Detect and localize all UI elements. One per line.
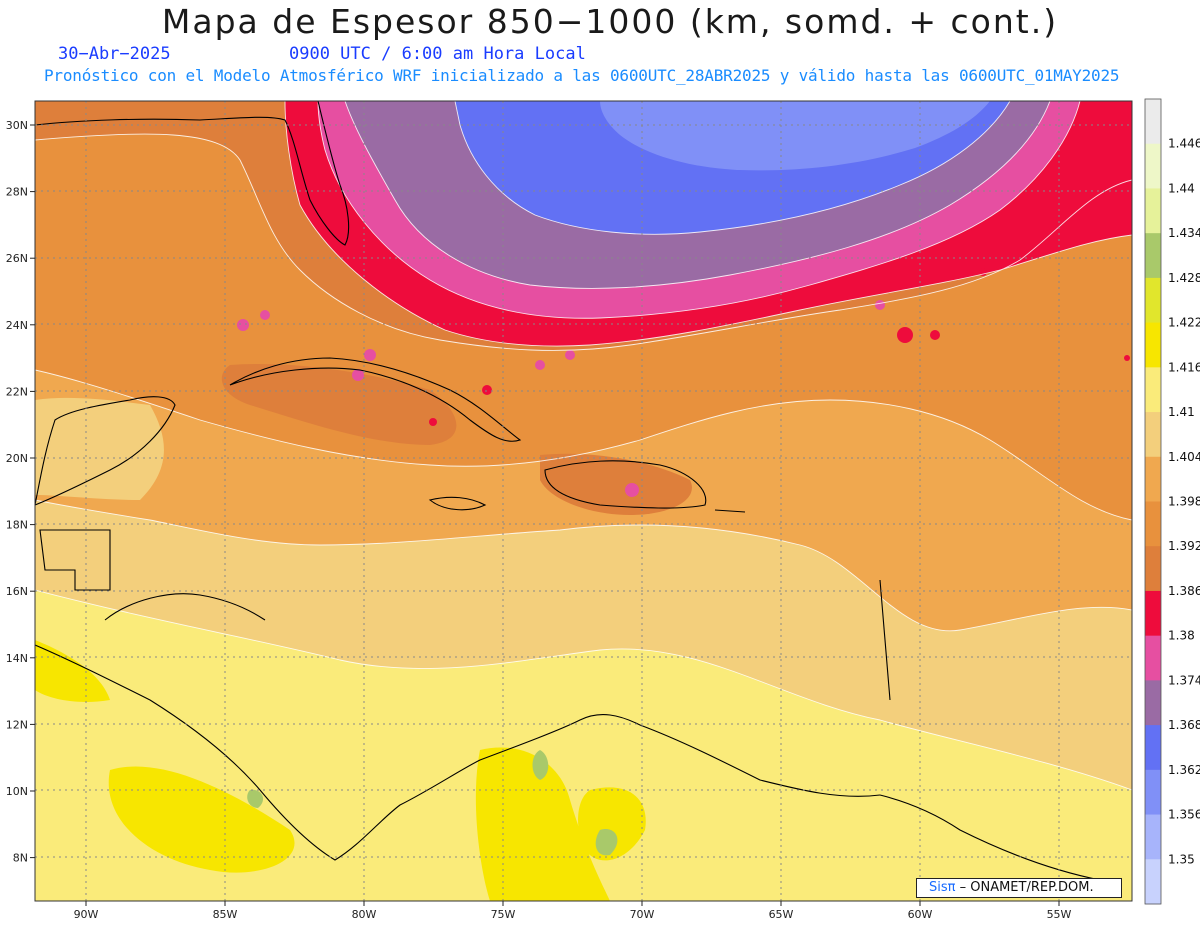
colorbar-label: 1.416	[1168, 360, 1200, 374]
field-1416-venezuela	[578, 787, 646, 861]
credit-box: Sisπ – ONAMET/REP.DOM.	[916, 878, 1122, 898]
cell-14	[565, 350, 575, 360]
contour-lines	[35, 101, 1132, 791]
colorbar-swatch	[1145, 590, 1161, 637]
colorbar-label: 1.374	[1168, 673, 1200, 687]
cell-1	[237, 319, 249, 331]
colorbar-label: 1.404	[1168, 450, 1200, 464]
colorbar-label: 1.392	[1168, 539, 1200, 553]
lon-label: 55W	[1047, 908, 1072, 921]
cell-6	[429, 418, 437, 426]
grid-lines	[35, 101, 1132, 901]
lon-label: 60W	[908, 908, 933, 921]
colorbar-swatch	[1145, 814, 1161, 860]
lon-label: 75W	[491, 908, 516, 921]
cell-2	[260, 310, 270, 320]
lat-label: 20N	[6, 452, 28, 465]
colorbar-label: 1.362	[1168, 763, 1200, 777]
lat-label: 14N	[6, 652, 28, 665]
lon-label: 80W	[352, 908, 377, 921]
cell-5	[482, 385, 492, 395]
coastlines	[35, 101, 1101, 881]
map-fill-layer	[35, 101, 1132, 901]
lat-label: 24N	[6, 319, 28, 332]
colorbar-label: 1.398	[1168, 495, 1200, 509]
lat-label: 12N	[6, 718, 28, 731]
map-title: Mapa de Espesor 850−1000 (km, somd. + co…	[161, 2, 1059, 41]
valid-time: 0900 UTC / 6:00 am Hora Local	[289, 44, 586, 64]
colorbar-swatch	[1145, 769, 1161, 816]
lat-label: 22N	[6, 385, 28, 398]
colorbar-swatch	[1145, 412, 1161, 458]
colorbar-label: 1.386	[1168, 584, 1200, 598]
lon-label: 90W	[74, 908, 99, 921]
colorbar-swatch	[1145, 188, 1161, 234]
lon-label: 65W	[769, 908, 794, 921]
latitude-axis: 30N 28N 26N 24N 22N 20N 18N 16N 14N 12N 10N 8N	[6, 119, 35, 865]
field-1404-yucatan	[35, 397, 164, 500]
colorbar-label: 1.38	[1168, 629, 1195, 643]
credit-text: – ONAMET/REP.DOM.	[959, 880, 1094, 895]
colorbar: 1.446 1.44 1.434 1.428 1.422 1.416 1.41 1.404 1.…	[1144, 98, 1200, 905]
colorbar-label: 1.446	[1168, 137, 1200, 151]
field-1428-a	[532, 750, 549, 780]
colorbar-swatch	[1145, 322, 1161, 368]
lat-label: 18N	[6, 519, 28, 532]
credit-brand: Sisπ	[929, 880, 956, 895]
colorbar-swatch	[1145, 367, 1161, 413]
field-1416-panama	[108, 766, 295, 873]
map-frame	[34, 100, 1133, 902]
field-1416-colombia	[475, 747, 610, 901]
colorbar-label: 1.44	[1168, 181, 1195, 195]
colorbar-swatch	[1145, 456, 1161, 502]
forecast-date: 30−Abr−2025	[58, 44, 171, 64]
lon-label: 70W	[630, 908, 655, 921]
field-1428-c	[247, 789, 264, 808]
lat-label: 16N	[6, 585, 28, 598]
cell-10	[930, 330, 940, 340]
field-1356	[600, 101, 990, 171]
cell-4	[364, 349, 376, 361]
colorbar-swatch	[1145, 635, 1161, 681]
colorbar-label: 1.434	[1168, 226, 1200, 240]
colorbar-swatch	[1145, 546, 1161, 592]
colorbar-swatch	[1145, 501, 1161, 547]
colorbar-frame	[1144, 98, 1162, 905]
colorbar-swatch	[1145, 680, 1161, 726]
colorbar-swatch	[1145, 725, 1161, 771]
lat-label: 30N	[6, 119, 28, 132]
cell-13	[535, 360, 545, 370]
lat-label: 28N	[6, 186, 28, 199]
lat-label: 8N	[13, 852, 28, 865]
lon-label: 85W	[213, 908, 238, 921]
field-1410	[35, 590, 1132, 901]
colorbar-swatch	[1145, 277, 1161, 324]
colorbar-swatch	[1145, 99, 1161, 145]
colorbar-label: 1.35	[1168, 852, 1195, 866]
colorbar-swatch	[1145, 233, 1161, 279]
cell-9	[875, 300, 885, 310]
cell-8	[897, 327, 913, 343]
cell-3	[352, 369, 364, 381]
lat-label: 26N	[6, 252, 28, 265]
cell-7	[625, 483, 639, 497]
field-1416-pacific	[35, 640, 110, 702]
model-description: Pronóstico con el Modelo Atmosférico WRF…	[44, 66, 1120, 85]
colorbar-swatch	[1145, 859, 1161, 905]
colorbar-label: 1.368	[1168, 718, 1200, 732]
colorbar-label: 1.422	[1168, 316, 1200, 330]
cell-12	[1124, 355, 1130, 361]
lat-label: 10N	[6, 785, 28, 798]
colorbar-label: 1.356	[1168, 808, 1200, 822]
field-1386-cuba	[221, 364, 457, 445]
field-1428-b	[595, 829, 618, 856]
colorbar-swatch	[1145, 143, 1161, 189]
longitude-axis: 90W 85W 80W 75W 70W 65W 60W 55W	[74, 901, 1072, 921]
colorbar-label: 1.41	[1168, 405, 1195, 419]
colorbar-label: 1.428	[1168, 271, 1200, 285]
